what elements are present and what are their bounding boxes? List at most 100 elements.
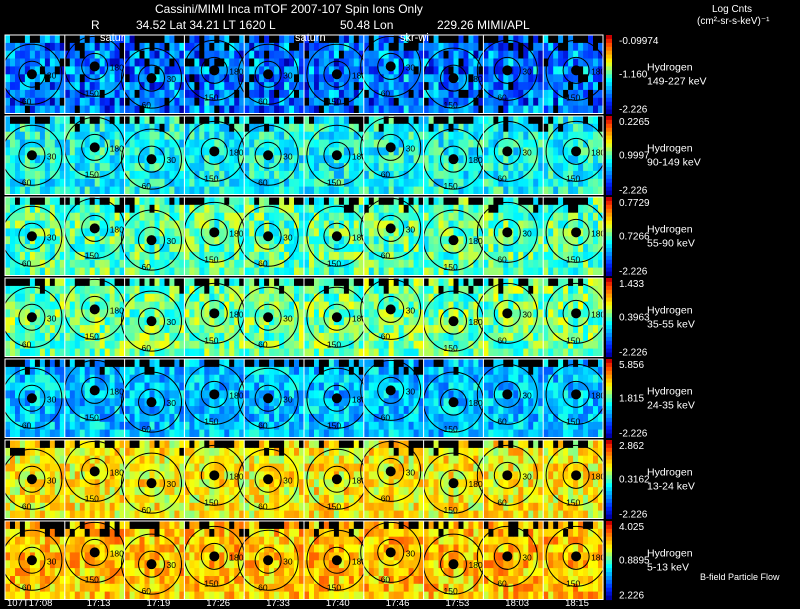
field-direction-marker	[146, 559, 157, 570]
contour-30	[440, 469, 467, 497]
colorbar-segment	[606, 524, 612, 530]
contour-60	[360, 197, 422, 259]
contour-60	[476, 39, 538, 101]
field-direction-marker	[26, 231, 37, 242]
contour-label: 180	[110, 467, 124, 477]
colorbar-segment	[606, 536, 612, 542]
contour-30	[200, 542, 228, 570]
contour-30	[440, 550, 467, 578]
contour-label: 60	[142, 424, 152, 434]
contour-label: 30	[522, 66, 532, 76]
field-direction-marker	[571, 308, 582, 319]
contour-60	[360, 521, 422, 583]
colorbar-segment	[606, 248, 612, 253]
contour-30	[138, 226, 166, 254]
colorbar-segment	[606, 491, 612, 496]
colorbar-max-label: -0.09974	[619, 36, 659, 47]
contour-label: 150	[444, 343, 458, 353]
contour-label: 150	[85, 169, 99, 179]
contour-label: 30	[283, 394, 293, 404]
colorbar-segment	[606, 293, 612, 299]
colorbar-segment	[606, 159, 612, 164]
colorbar-segment	[606, 167, 612, 172]
contour-label: 180	[469, 317, 483, 327]
contour-label: 60	[142, 586, 152, 596]
contour-label: 30	[522, 147, 532, 157]
contour-label: 150	[327, 258, 341, 268]
colorbar-segment	[606, 417, 612, 423]
panel-species-label: Hydrogen	[647, 466, 693, 478]
contour-30	[377, 52, 405, 80]
contour-label: 30	[47, 394, 57, 404]
contour-label: 30	[283, 232, 293, 242]
colorbar-segment	[606, 197, 612, 202]
contour-30	[562, 218, 590, 246]
colorbar-segment	[606, 370, 612, 376]
contour-60	[121, 47, 183, 109]
colorbar-segment	[606, 336, 612, 342]
contour-60	[237, 448, 299, 510]
contour-30	[81, 133, 109, 161]
contour-30	[18, 546, 46, 574]
contour-label: 150	[204, 578, 218, 588]
field-direction-marker	[146, 235, 157, 246]
field-direction-marker	[385, 61, 396, 72]
contour-30	[138, 145, 166, 173]
contour-60	[360, 440, 422, 502]
time-label-1: 107T17:08	[7, 598, 52, 609]
panel-hydrogen-1: 30 60 180 150 30 60 180 150 30 60 180 150 30 60 180 150…	[1, 34, 707, 116]
colorbar-mid-label: 0.8895	[619, 555, 650, 566]
contour-label: 30	[47, 151, 57, 161]
colorbar-segment	[606, 178, 612, 184]
contour-label: 60	[381, 493, 391, 503]
panel-frame	[4, 358, 604, 438]
colorbar-segment	[606, 463, 612, 469]
contour-label: 150	[204, 92, 218, 102]
contour-label: 150	[566, 173, 580, 183]
contour-label: 150	[204, 173, 218, 183]
colorbar-min-label: -2.226	[619, 105, 648, 116]
contour-label: 60	[142, 100, 152, 110]
field-direction-marker	[263, 69, 274, 80]
panel-frame	[4, 115, 604, 195]
contour-60	[360, 35, 422, 97]
colorbar-segment	[606, 228, 612, 233]
contour-label: 150	[566, 335, 580, 345]
field-direction-marker	[26, 474, 37, 485]
colorbar-segment	[606, 313, 612, 318]
contour-label: 60	[22, 339, 32, 349]
colorbar-segment	[606, 502, 612, 508]
contour-30	[562, 137, 590, 165]
contour-label: 30	[283, 151, 293, 161]
contour-30	[254, 303, 282, 331]
colorbar-segment	[606, 74, 612, 79]
time-label-2: 17:13	[87, 598, 111, 609]
contour-label: 180	[469, 560, 483, 570]
panel-frame	[4, 277, 604, 357]
colorbar-segment	[606, 568, 612, 573]
colorbar-segment	[606, 487, 612, 492]
colorbar-segment	[606, 147, 612, 152]
colorbar-segment	[606, 46, 612, 52]
colorbar-segment	[606, 429, 612, 435]
contour-label: 60	[22, 258, 32, 268]
colorbar-segment	[606, 483, 612, 488]
colorbar-min-label: -2.226	[619, 348, 648, 359]
contour-60	[476, 444, 538, 506]
colorbar-segment	[606, 301, 612, 307]
contour-label: 150	[85, 88, 99, 98]
field-direction-marker	[502, 470, 513, 481]
colorbar-segment	[606, 97, 612, 103]
field-direction-marker	[263, 150, 274, 161]
contour-30	[18, 384, 46, 412]
contour-label: 150	[327, 339, 341, 349]
units-line1: Log Cnts	[712, 4, 753, 15]
panel-species-label: Hydrogen	[647, 142, 693, 154]
colorbar-segment	[606, 386, 612, 391]
contour-label: 180	[352, 151, 366, 161]
contour-30	[138, 388, 166, 416]
longitude-value: 229.26 MIMI/APL	[437, 18, 530, 32]
position-readout: 34.52 Lat 34.21 LT 1620 L	[136, 18, 276, 32]
field-direction-marker	[571, 146, 582, 157]
colorbar-segment	[606, 433, 612, 439]
